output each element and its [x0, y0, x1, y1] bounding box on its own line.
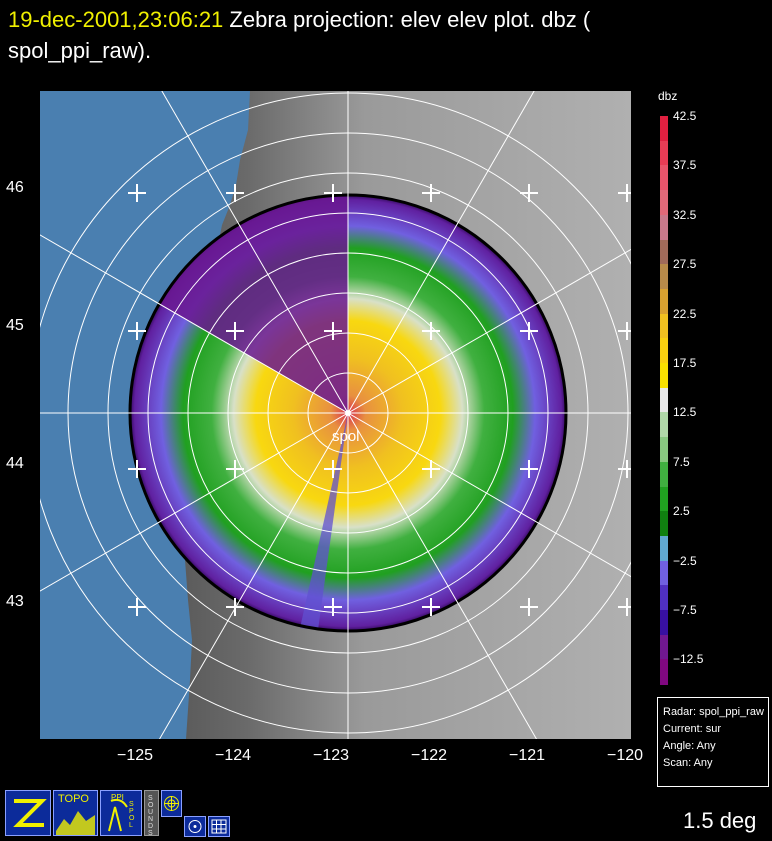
- radar-site-marker: [345, 410, 351, 416]
- grid-icon[interactable]: [208, 816, 230, 837]
- legend-swatch: [660, 659, 668, 686]
- target-icon[interactable]: [184, 816, 206, 837]
- legend-swatch: [660, 363, 668, 389]
- legend-label: 17.5: [673, 356, 697, 370]
- info-radar: Radar: spol_ppi_raw: [663, 706, 764, 718]
- elevation-angle: 1.5 deg: [683, 808, 757, 833]
- info-current: Current: sur: [663, 723, 722, 735]
- legend-swatch: [660, 190, 668, 216]
- topo-label: TOPO: [58, 793, 89, 805]
- legend-unit: dbz: [658, 89, 678, 103]
- info-scan: Scan: Any: [663, 757, 713, 769]
- legend-swatch: [660, 288, 668, 315]
- radar-info-box: Radar: spol_ppi_raw Current: sur Angle: …: [657, 697, 769, 787]
- spol-label: SPOL: [129, 801, 135, 829]
- topo-button[interactable]: TOPO: [53, 790, 98, 836]
- timestamp: 19-dec-2001,23:06:21: [8, 7, 224, 32]
- lat-label-46: 46: [6, 179, 24, 196]
- legend-swatch: [660, 511, 668, 537]
- title-line2: spol_ppi_raw).: [8, 38, 152, 63]
- legend-label: 2.5: [673, 504, 690, 519]
- lat-label-43: 43: [6, 593, 24, 610]
- legend-swatch: [660, 387, 668, 414]
- legend-swatch: [660, 239, 668, 266]
- lon-label-121: −121: [509, 747, 546, 764]
- lon-label-125: −125: [117, 747, 154, 764]
- legend-swatch: [660, 338, 668, 364]
- legend-label: 37.5: [673, 158, 697, 173]
- beam-blockage-nw: [160, 195, 348, 413]
- legend-swatch: [660, 412, 668, 439]
- legend-swatch: [660, 461, 668, 488]
- lat-lon-markers: [128, 184, 631, 616]
- radar-rings-icon[interactable]: [161, 790, 182, 817]
- legend-label: 27.5: [673, 257, 697, 272]
- zebra-logo-icon[interactable]: [5, 790, 51, 836]
- legend-swatch: [660, 116, 668, 142]
- legend-swatch: [660, 634, 668, 661]
- lat-label-44: 44: [6, 455, 24, 472]
- title-text: Zebra projection: elev elev plot. dbz (: [223, 7, 591, 32]
- legend-label: 7.5: [673, 454, 690, 469]
- legend-label: 42.5: [673, 109, 697, 123]
- legend-swatch: [660, 313, 668, 340]
- legend-label: 12.5: [673, 405, 697, 420]
- legend-label: −12.5: [673, 652, 704, 667]
- legend-swatch: [660, 585, 668, 611]
- sounds-label: SOUNDS: [148, 795, 154, 837]
- legend-swatch: [660, 437, 668, 463]
- sounds-button[interactable]: SOUNDS: [144, 790, 159, 837]
- legend-swatch: [660, 214, 668, 241]
- plot-title: 19-dec-2001,23:06:21 Zebra projection: e…: [8, 4, 768, 66]
- info-angle: Angle: Any: [663, 740, 716, 752]
- legend-label: −2.5: [673, 553, 697, 568]
- legend-swatch: [660, 264, 668, 290]
- ppi-label: PPI: [111, 793, 124, 802]
- legend-label: −7.5: [673, 603, 697, 617]
- legend-swatch: [660, 486, 668, 513]
- lon-label-120: −120: [607, 747, 644, 764]
- legend-swatch: [660, 560, 668, 587]
- legend-swatch: [660, 140, 668, 167]
- legend-swatch: [660, 535, 668, 562]
- legend-swatch: [660, 610, 668, 636]
- lat-label-45: 45: [6, 317, 24, 334]
- lon-label-122: −122: [411, 747, 448, 764]
- legend-label: 22.5: [673, 306, 697, 321]
- ppi-spol-button[interactable]: PPI SPOL: [100, 790, 142, 836]
- beam-blockage-s: [300, 413, 348, 630]
- lon-label-124: −124: [215, 747, 252, 764]
- legend-swatch: [660, 165, 668, 192]
- legend-label: 32.5: [673, 207, 697, 222]
- lon-label-123: −123: [313, 747, 350, 764]
- radar-site-label: spol: [332, 428, 360, 445]
